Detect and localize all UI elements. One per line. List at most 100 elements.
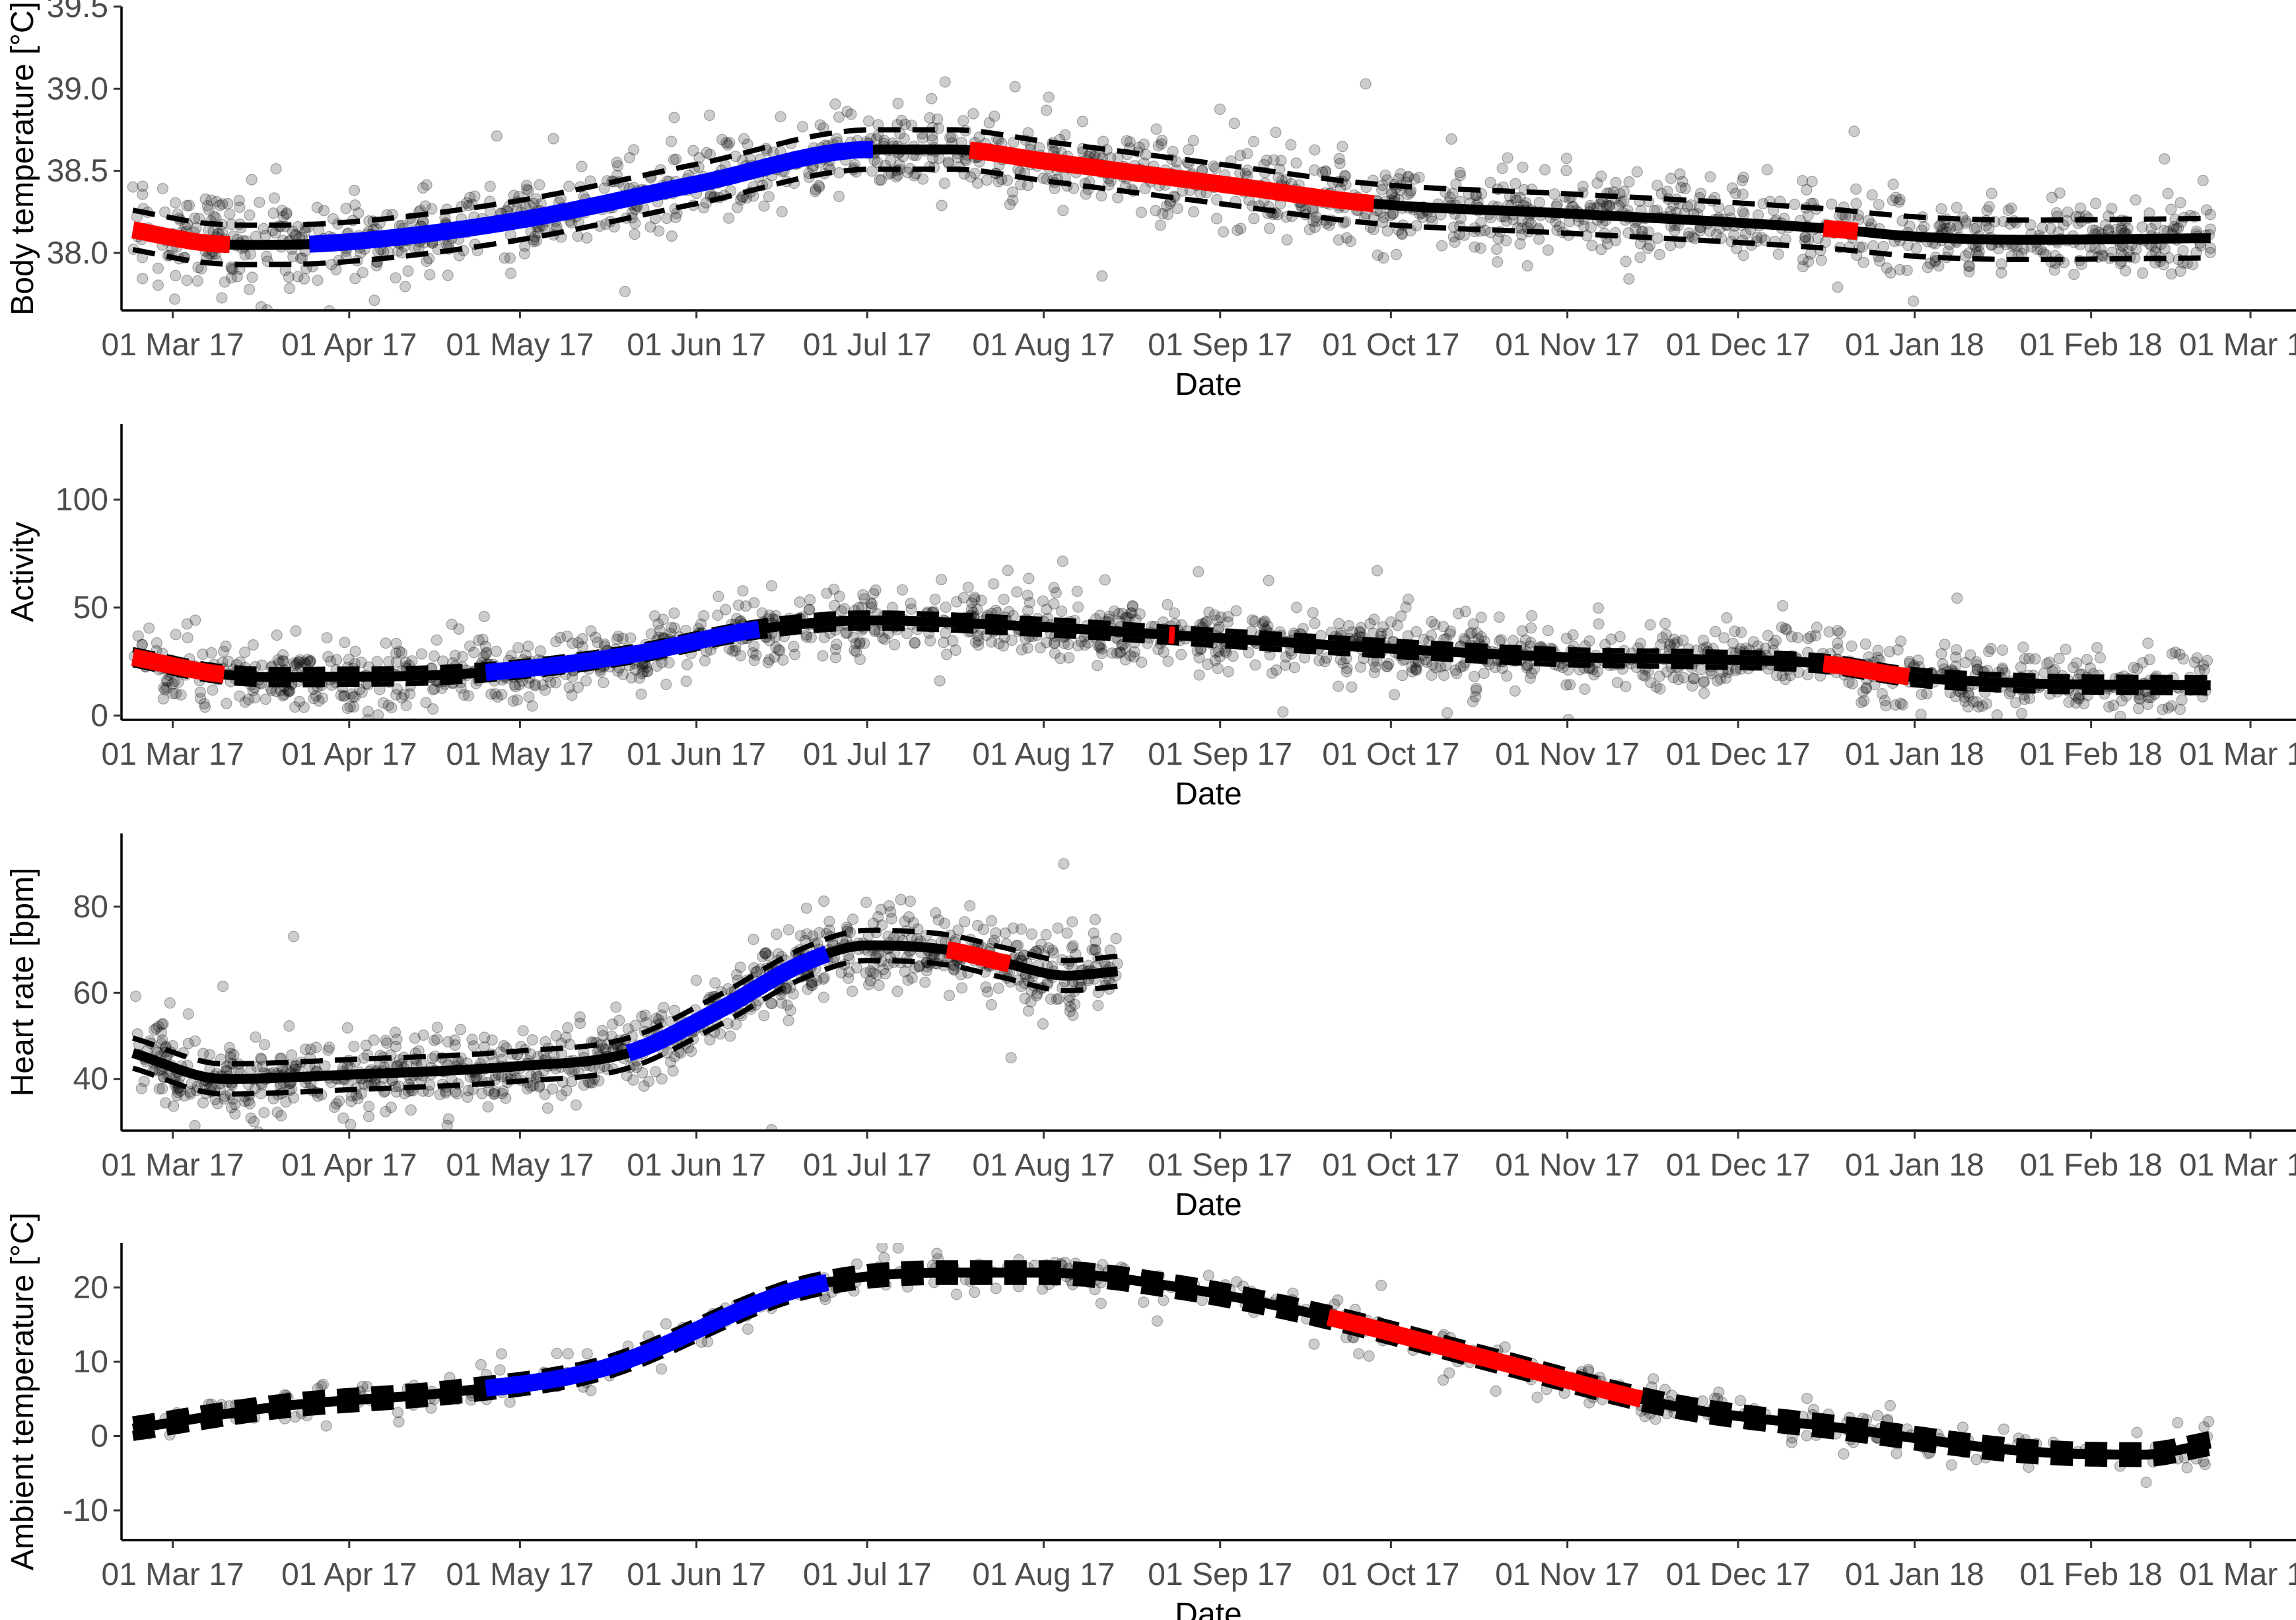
scatter-point [277, 211, 289, 223]
scatter-point [1634, 252, 1646, 264]
scatter-point [1208, 609, 1221, 621]
scatter-point [1583, 635, 1595, 647]
scatter-point [758, 200, 770, 212]
scatter-point [872, 911, 884, 923]
scatter-point [1858, 695, 1870, 707]
scatter-point [207, 684, 219, 696]
scatter-point [2029, 653, 2041, 665]
scatter-point [491, 130, 503, 142]
scatter-point [1075, 635, 1088, 648]
scatter-point [1965, 649, 1976, 661]
scatter-point [939, 76, 951, 88]
scatter-point [1111, 647, 1123, 659]
scatter-point [1066, 916, 1078, 928]
scatter-point [2103, 701, 2115, 713]
scatter-point [1158, 646, 1169, 658]
scatter-point [421, 256, 433, 267]
scatter-point [843, 972, 854, 984]
scatter-point [1687, 672, 1699, 684]
scatter-point [580, 675, 592, 687]
x-tick-label: 01 Apr 17 [281, 737, 417, 772]
scatter-point [137, 188, 149, 200]
scatter-point [348, 1040, 360, 1053]
scatter-point [283, 271, 295, 283]
scatter-point [377, 697, 390, 709]
scatter-point [530, 193, 542, 205]
scatter-point [814, 119, 826, 131]
scatter-point [1970, 222, 1982, 234]
scatter-point [405, 1104, 417, 1116]
scatter-point [860, 896, 872, 909]
scatter-point [2091, 641, 2103, 654]
scatter-point [1213, 621, 1225, 633]
scatter-point [1675, 182, 1687, 194]
x-tick-label: 01 Jan 18 [1845, 1557, 1984, 1592]
scatter-point [1866, 189, 1878, 201]
scatter-point [1614, 631, 1626, 643]
scatter-point [758, 1010, 770, 1022]
scatter-point [2141, 698, 2154, 711]
scatter-point [1005, 1051, 1017, 1064]
scatter-point [971, 604, 983, 616]
scatter-point [680, 675, 692, 687]
scatter-point [796, 121, 809, 133]
scatter-point [2130, 194, 2141, 206]
scatter-point [159, 684, 171, 696]
scatter-point [1786, 1436, 1797, 1448]
scatter-point [547, 133, 559, 145]
scatter-point [288, 931, 300, 942]
scatter-point [612, 160, 624, 172]
scatter-point [1509, 685, 1521, 697]
scatter-point [205, 194, 217, 206]
scatter-point [788, 641, 800, 652]
x-tick-label: 01 Jul 17 [803, 1557, 932, 1592]
scatter-point [348, 184, 361, 196]
scatter-point [1183, 144, 1195, 156]
scatter-point [1967, 695, 1979, 707]
scatter-point [1721, 612, 1733, 624]
scatter-point [1026, 928, 1038, 940]
scatter-point [1168, 607, 1181, 619]
x-tick-label: 01 Jan 18 [1845, 1148, 1984, 1183]
scatter-point [1846, 640, 1858, 652]
scatter-point [794, 596, 806, 608]
scatter-point [870, 584, 882, 596]
scatter-point [838, 602, 851, 615]
scatter-point [947, 635, 959, 647]
scatter-point [1525, 637, 1537, 649]
scatter-point [1355, 621, 1367, 634]
scatter-point [1377, 252, 1389, 264]
scatter-point [1924, 258, 1936, 269]
scatter-point [681, 658, 693, 671]
scatter-point [807, 930, 819, 942]
scatter-point [1496, 162, 1508, 174]
scatter-point [1908, 295, 1920, 307]
scatter-point [1208, 160, 1220, 172]
scatter-point [485, 688, 497, 700]
scatter-point [773, 644, 784, 656]
scatter-point [814, 181, 825, 193]
x-tick-label: 01 Mar 17 [102, 1148, 244, 1183]
scatter-point [1022, 642, 1033, 654]
scatter-point [1420, 656, 1433, 668]
scatter-point [1071, 585, 1083, 598]
y-tick-label: 20 [73, 1271, 108, 1306]
scatter-point [157, 1082, 168, 1095]
scatter-point [1752, 640, 1764, 652]
scatter-point [1601, 238, 1613, 250]
scatter-point [1007, 194, 1019, 206]
scatter-point [2198, 659, 2209, 671]
x-tick-label: 01 Sep 17 [1148, 737, 1292, 772]
scatter-point [510, 681, 522, 693]
scatter-point [229, 1108, 241, 1120]
scatter-point [304, 654, 316, 667]
x-tick-label: 01 Jun 17 [627, 1557, 766, 1592]
scatter-point [1881, 262, 1893, 274]
scatter-point [1945, 1459, 1957, 1471]
scatter-point [2197, 174, 2209, 186]
scatter-point [1687, 231, 1698, 243]
scatter-point [1811, 621, 1823, 633]
